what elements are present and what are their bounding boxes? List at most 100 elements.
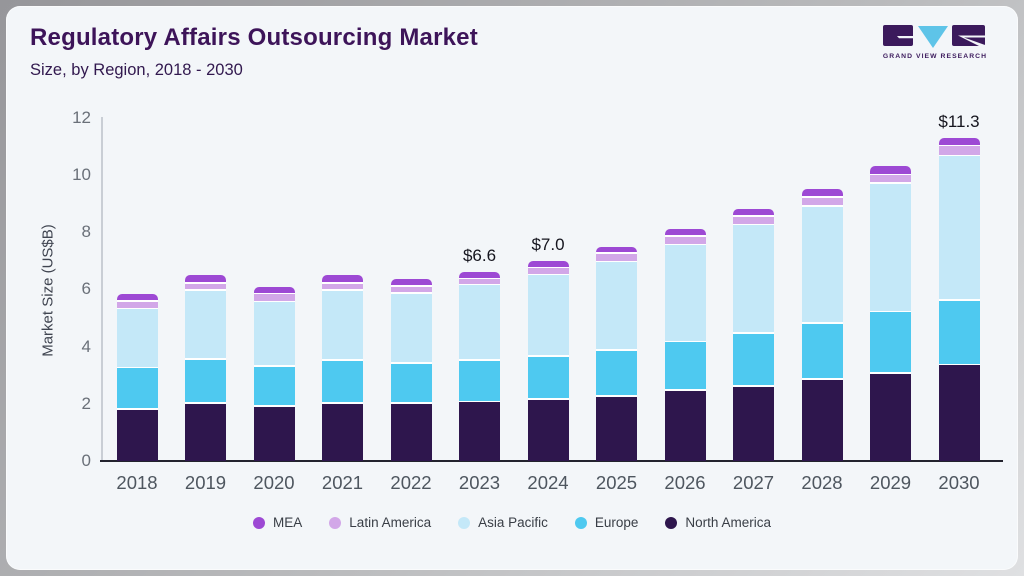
bar-segment-north-america-2027[interactable] [733,386,774,461]
bar-segment-europe-2029[interactable] [870,312,911,373]
x-tick-label-2023: 2023 [458,472,501,493]
x-tick-label-2029: 2029 [869,472,912,493]
bar-segment-asia-pacific-2026[interactable] [664,245,706,341]
legend-label-latin-america: Latin America [349,515,432,530]
bar-segment-mea-2030[interactable] [938,137,980,145]
bar-segment-latin-america-2024[interactable] [527,268,569,274]
y-axis-line [101,117,103,461]
bar-segment-europe-2024[interactable] [527,356,569,399]
bar-2028[interactable] [801,189,843,461]
bar-segment-asia-pacific-2029[interactable] [870,183,911,311]
bar-segment-asia-pacific-2018[interactable] [116,309,158,367]
bar-segment-europe-2027[interactable] [733,333,774,386]
bar-segment-latin-america-2019[interactable] [185,283,226,290]
bar-segment-latin-america-2023[interactable] [459,279,500,284]
bar-2030[interactable] [938,137,980,461]
x-tick-label-2028: 2028 [801,472,843,493]
bar-segment-latin-america-2029[interactable] [870,175,911,183]
data-label-2030: $11.3 [938,111,980,131]
legend-item-asia-pacific[interactable]: Asia Pacific [458,515,548,530]
bar-segment-asia-pacific-2024[interactable] [527,275,569,356]
bar-segment-latin-america-2020[interactable] [253,294,295,301]
bar-segment-latin-america-2025[interactable] [596,253,637,261]
legend-item-mea[interactable]: MEA [253,515,302,530]
bar-segment-asia-pacific-2030[interactable] [938,156,980,300]
bar-segment-europe-2028[interactable] [801,323,843,379]
bar-segment-north-america-2024[interactable] [527,399,569,461]
bar-segment-europe-2020[interactable] [253,366,295,406]
bar-segment-latin-america-2027[interactable] [733,216,774,224]
legend-item-latin-america[interactable]: Latin America [329,515,431,530]
bar-2019[interactable] [185,275,226,461]
legend-item-north-america[interactable]: North America [665,515,771,530]
bar-2020[interactable] [253,286,295,461]
bar-segment-asia-pacific-2025[interactable] [596,262,637,350]
bar-segment-north-america-2029[interactable] [870,373,911,461]
bar-segment-north-america-2018[interactable] [116,409,158,461]
bar-segment-europe-2021[interactable] [322,360,363,403]
bar-2026[interactable] [664,229,706,461]
bar-segment-latin-america-2018[interactable] [116,301,158,308]
bar-segment-latin-america-2030[interactable] [938,146,980,155]
bar-segment-latin-america-2022[interactable] [390,286,432,293]
bar-segment-europe-2019[interactable] [185,359,226,403]
bar-segment-mea-2024[interactable] [527,260,569,267]
bar-segment-mea-2020[interactable] [253,286,295,293]
bar-segment-mea-2022[interactable] [390,279,432,286]
bar-segment-north-america-2021[interactable] [322,403,363,461]
bar-segment-latin-america-2028[interactable] [801,197,843,206]
bar-2027[interactable] [733,209,774,461]
legend-item-europe[interactable]: Europe [574,515,638,530]
bar-segment-asia-pacific-2027[interactable] [733,225,774,333]
bar-segment-latin-america-2021[interactable] [322,283,363,290]
bar-segment-mea-2021[interactable] [322,275,363,283]
bar-segment-mea-2023[interactable] [459,272,500,278]
bar-segment-europe-2022[interactable] [390,363,432,403]
y-tick-label-8: 8 [81,222,91,242]
bar-segment-mea-2019[interactable] [185,275,226,283]
x-axis-line [100,459,1003,463]
bar-segment-latin-america-2026[interactable] [664,236,706,244]
bar-segment-asia-pacific-2019[interactable] [185,290,226,359]
bar-2018[interactable] [116,293,158,461]
bar-segment-mea-2025[interactable] [596,246,637,253]
bar-2023[interactable] [459,272,500,461]
bar-segment-mea-2029[interactable] [870,166,911,174]
bar-2025[interactable] [596,246,637,461]
gvr-logo: GRAND VIEW RESEARCH [880,20,990,64]
bar-segment-north-america-2019[interactable] [185,403,226,461]
bar-segment-europe-2030[interactable] [938,300,980,364]
bar-segment-north-america-2025[interactable] [596,396,637,461]
bar-segment-north-america-2030[interactable] [938,365,980,461]
legend-dot-mea [253,516,266,529]
bar-2029[interactable] [870,166,911,461]
bar-segment-asia-pacific-2022[interactable] [390,293,432,363]
bar-2024[interactable] [527,260,569,461]
bar-segment-asia-pacific-2028[interactable] [801,206,843,323]
bar-segment-north-america-2020[interactable] [253,406,295,461]
bar-segment-mea-2018[interactable] [116,293,158,301]
bar-2021[interactable] [322,275,363,461]
bar-2022[interactable] [390,279,432,461]
bar-segment-mea-2028[interactable] [801,189,843,197]
x-tick-label-2018: 2018 [116,472,158,493]
bar-segment-north-america-2028[interactable] [801,379,843,461]
x-tick-label-2022: 2022 [390,472,432,493]
legend-label-north-america: North America [685,515,771,530]
bar-segment-asia-pacific-2023[interactable] [459,285,500,360]
bar-segment-north-america-2026[interactable] [664,390,706,461]
bar-segment-asia-pacific-2021[interactable] [322,290,363,360]
bar-segment-asia-pacific-2020[interactable] [253,302,295,366]
page-subtitle: Size, by Region, 2018 - 2030 [30,61,243,79]
bar-segment-north-america-2022[interactable] [390,403,432,461]
legend-dot-asia-pacific [458,516,471,529]
y-tick-label-4: 4 [81,336,91,356]
bar-segment-europe-2023[interactable] [459,360,500,401]
bar-segment-mea-2026[interactable] [664,229,706,236]
bar-segment-mea-2027[interactable] [733,209,774,216]
bar-segment-europe-2026[interactable] [664,342,706,390]
bar-segment-north-america-2023[interactable] [459,402,500,461]
bar-segment-europe-2018[interactable] [116,368,158,409]
bar-segment-europe-2025[interactable] [596,350,637,396]
